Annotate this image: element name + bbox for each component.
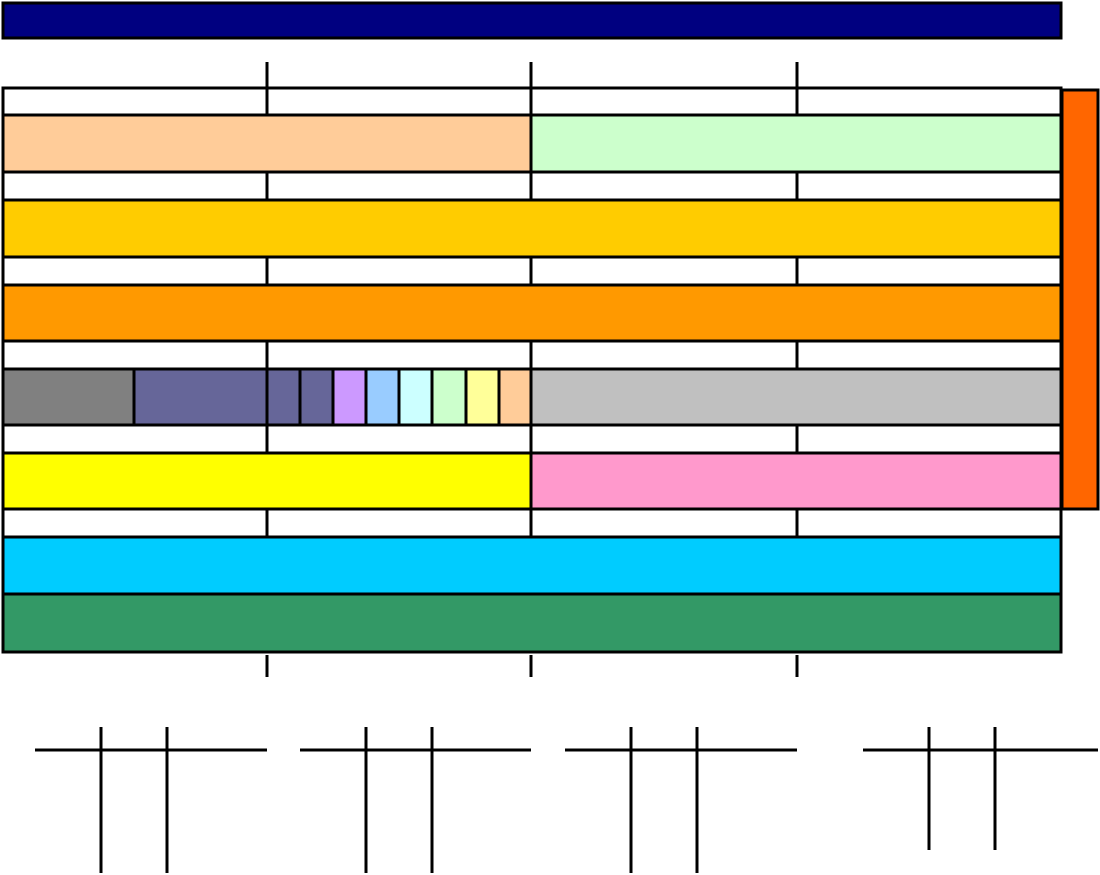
block: [1, 451, 533, 511]
block: [529, 367, 1063, 427]
block: [497, 367, 533, 427]
block: [1, 367, 136, 427]
block: [430, 367, 468, 427]
header-bar: [1, 1, 1063, 40]
block: [529, 451, 1063, 511]
block: [298, 367, 335, 427]
side-bar: [1060, 88, 1100, 511]
block: [529, 113, 1063, 174]
block: [132, 367, 269, 427]
block: [397, 367, 434, 427]
block: [331, 367, 368, 427]
block: [265, 367, 302, 427]
block: [1, 535, 1063, 596]
block: [1, 592, 1063, 654]
block: [1, 198, 1063, 259]
block: [464, 367, 501, 427]
block: [1, 113, 533, 174]
block: [364, 367, 401, 427]
block: [1, 283, 1063, 343]
